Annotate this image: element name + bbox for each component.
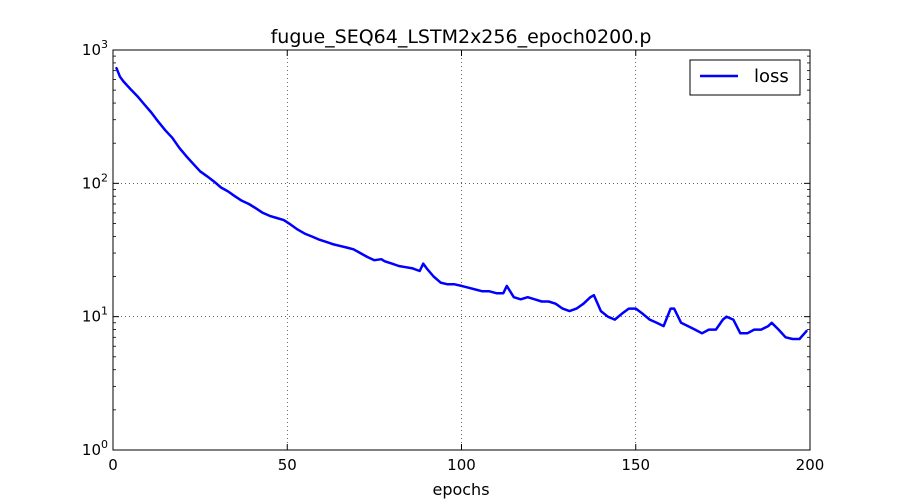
series-line-loss: [115, 66, 808, 341]
x-tick-label: 0: [108, 456, 118, 474]
x-tick-label: 50: [278, 456, 297, 474]
legend-box: [689, 59, 801, 96]
x-tick-label: 150: [621, 456, 650, 474]
x-tick-label: 100: [447, 456, 476, 474]
chart-title: fugue_SEQ64_LSTM2x256_epoch0200.p: [271, 26, 652, 48]
y-tick-label: 103: [82, 38, 108, 59]
x-axis-label: epochs: [432, 480, 489, 499]
y-tick-label: 101: [82, 305, 108, 326]
x-tick-label: 200: [796, 456, 825, 474]
y-tick-label: 102: [82, 171, 108, 192]
y-tick-label: 100: [82, 438, 108, 459]
series-layer: [115, 66, 808, 341]
legend-label-loss: loss: [754, 66, 789, 87]
x-axis-ticks: 0 50 100 150 200: [108, 50, 824, 474]
legend: loss: [689, 59, 801, 96]
grid-lines: [113, 50, 810, 450]
y-axis-ticks: 100 101 102 103: [82, 38, 810, 459]
